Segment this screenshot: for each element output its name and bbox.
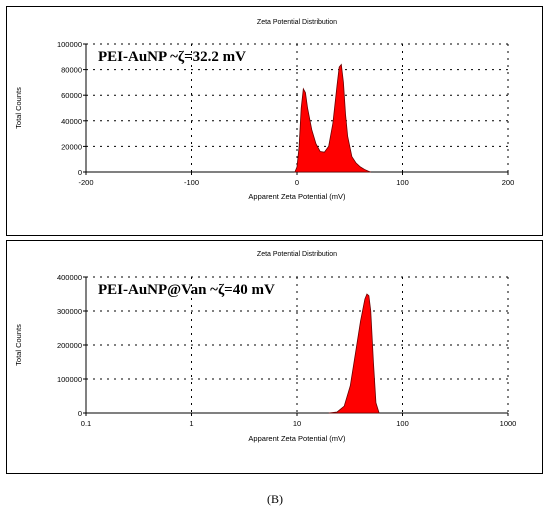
y-tick-label: 400000 — [57, 273, 82, 282]
x-tick-label: 1000 — [500, 419, 517, 428]
y-tick-label: 0 — [78, 409, 82, 418]
chart-panel-bottom: Zeta Potential Distribution 0 100000 200000… — [6, 240, 543, 474]
y-tick-label: 300000 — [57, 307, 82, 316]
y-tick-label: 100000 — [57, 375, 82, 384]
zeta-chart-bottom: Zeta Potential Distribution 0 100000 200000… — [14, 251, 517, 443]
y-tick-label: 80000 — [61, 66, 82, 75]
y-axis-label: Total Counts — [14, 324, 23, 366]
y-tick-label: 200000 — [57, 341, 82, 350]
chart-panel-top: Zeta Potential Distribution 0 20000 40000 60… — [6, 6, 543, 236]
y-tick-label: 100000 — [57, 40, 82, 49]
y-axis-label: Total Counts — [14, 87, 23, 129]
chart-title: Zeta Potential Distribution — [257, 251, 337, 258]
x-axis-label: Apparent Zeta Potential (mV) — [248, 192, 346, 201]
figure-caption: (B) — [267, 492, 283, 506]
zeta-chart-top: Zeta Potential Distribution 0 20000 40000 60… — [14, 19, 515, 201]
x-tick-label: 1 — [189, 419, 193, 428]
y-tick-label: 0 — [78, 168, 82, 177]
zeta-annotation: PEI-AuNP@Van ~ζ=40 mV — [98, 282, 275, 298]
x-tick-label: 200 — [502, 178, 515, 187]
x-tick-label: -200 — [78, 178, 93, 187]
x-tick-label: 10 — [293, 419, 301, 428]
x-tick-label: 0 — [295, 178, 299, 187]
x-axis-label: Apparent Zeta Potential (mV) — [248, 434, 346, 443]
y-tick-label: 60000 — [61, 91, 82, 100]
x-tick-label: -100 — [184, 178, 199, 187]
chart-title: Zeta Potential Distribution — [257, 19, 337, 26]
x-tick-label: 0.1 — [81, 419, 91, 428]
zeta-annotation: PEI-AuNP ~ζ=32.2 mV — [98, 49, 246, 65]
x-tick-label: 100 — [396, 178, 409, 187]
data-series-area — [294, 63, 371, 173]
data-series-area — [328, 293, 380, 414]
y-tick-label: 40000 — [61, 117, 82, 126]
y-tick-label: 20000 — [61, 142, 82, 151]
x-tick-label: 100 — [396, 419, 409, 428]
